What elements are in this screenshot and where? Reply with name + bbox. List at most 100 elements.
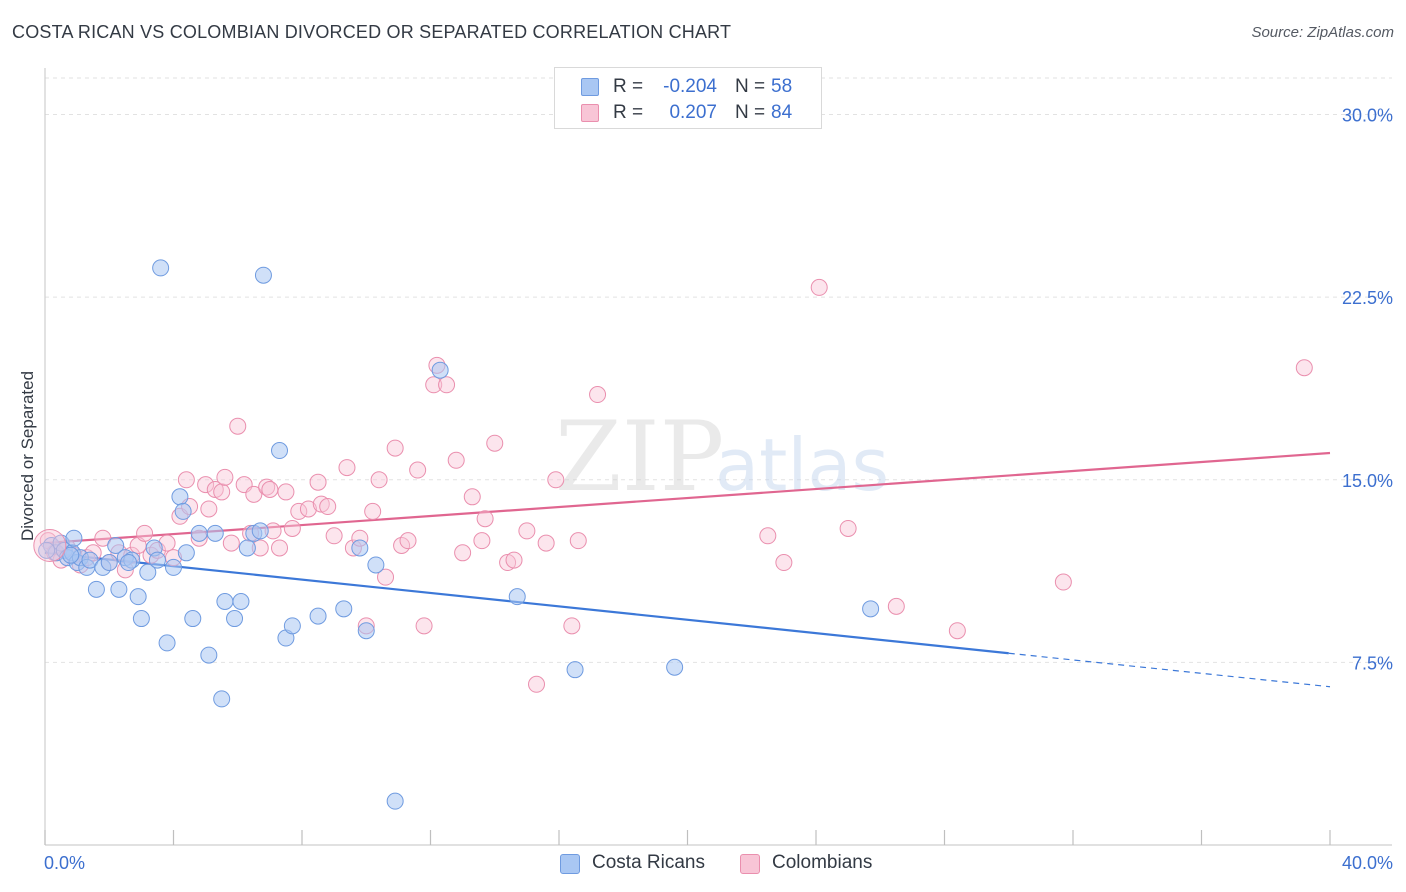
point-costa-ricans	[200, 646, 218, 664]
point-colombians	[518, 522, 536, 540]
legend-label-colombians: Colombians	[772, 852, 873, 873]
point-costa-ricans	[213, 690, 231, 708]
point-colombians	[499, 554, 517, 572]
point-colombians	[271, 539, 289, 557]
point-costa-ricans	[174, 502, 192, 520]
legend-row-colombians: R = 0.207 N = 84	[555, 99, 821, 127]
point-colombians	[206, 481, 224, 499]
point-costa-ricans	[666, 658, 684, 676]
point-colombians	[425, 376, 443, 394]
point-colombians	[1054, 573, 1072, 591]
legend-n-value: 58	[771, 76, 793, 97]
point-costa-ricans	[177, 544, 195, 562]
point-colombians	[277, 483, 295, 501]
legend-r-label: R =	[613, 102, 644, 123]
chart-title: COSTA RICAN VS COLOMBIAN DIVORCED OR SEP…	[12, 22, 732, 42]
point-colombians	[447, 451, 465, 469]
point-colombians	[399, 532, 417, 550]
point-colombians	[290, 502, 308, 520]
point-colombians	[299, 500, 317, 518]
point-colombians	[563, 617, 581, 635]
point-costa-ricans	[862, 600, 880, 618]
point-costa-ricans	[251, 522, 269, 540]
point-costa-ricans	[386, 792, 404, 810]
legend-n-label: N =	[735, 76, 766, 97]
point-colombians	[338, 459, 356, 477]
point-colombians	[454, 544, 472, 562]
point-costa-ricans	[158, 634, 176, 652]
legend-swatch-costa-ricans	[581, 78, 599, 96]
point-colombians	[409, 461, 427, 479]
point-costa-ricans	[139, 563, 157, 581]
point-costa-ricans	[271, 442, 289, 460]
point-colombians	[1295, 359, 1313, 377]
point-costa-ricans	[367, 556, 385, 574]
point-costa-ricans	[132, 610, 150, 628]
point-costa-ricans	[216, 593, 234, 611]
point-costa-ricans	[100, 554, 118, 572]
watermark-zip: ZIP	[555, 401, 724, 513]
point-costa-ricans	[238, 539, 256, 557]
point-costa-ricans	[254, 266, 272, 284]
point-colombians	[245, 485, 263, 503]
point-colombians	[216, 468, 234, 486]
legend-r-value: -0.204	[663, 76, 717, 97]
point-costa-ricans	[283, 617, 301, 635]
point-costa-ricans	[431, 361, 449, 379]
trend-line-costa-ricans-extension	[1008, 652, 1331, 688]
point-costa-ricans	[38, 541, 56, 559]
point-costa-ricans	[171, 488, 189, 506]
point-colombians	[325, 527, 343, 545]
axes	[44, 68, 1392, 846]
point-colombians	[364, 502, 382, 520]
point-costa-ricans	[351, 539, 369, 557]
point-colombians	[136, 524, 154, 542]
watermark: ZIP atlas	[555, 401, 889, 513]
point-colombians	[528, 675, 546, 693]
correlation-legend: R = -0.204 N = 58 R = 0.207 N = 84	[554, 67, 822, 129]
point-colombians	[948, 622, 966, 640]
y-tick-label: 15.0%	[1342, 471, 1393, 491]
tick-labels: 7.5% 15.0% 22.5% 30.0% 0.0% 40.0%	[44, 106, 1393, 873]
legend-n-label: N =	[735, 102, 766, 123]
point-colombians	[463, 488, 481, 506]
legend-row-costa-ricans: R = -0.204 N = 58	[555, 73, 821, 101]
point-colombians	[261, 481, 279, 499]
point-colombians	[94, 529, 112, 547]
point-colombians	[213, 483, 231, 501]
y-tick-label: 22.5%	[1342, 288, 1393, 308]
y-tick-label: 30.0%	[1342, 106, 1393, 126]
legend-r-label: R =	[613, 76, 644, 97]
point-costa-ricans	[129, 588, 147, 606]
legend-swatch-colombians	[581, 104, 599, 122]
point-costa-ricans	[120, 554, 138, 572]
point-costa-ricans	[81, 551, 99, 569]
point-colombians	[309, 473, 327, 491]
point-costa-ricans	[110, 580, 128, 598]
point-colombians	[386, 439, 404, 457]
point-costa-ricans	[165, 558, 182, 576]
point-costa-ricans	[226, 610, 244, 628]
point-colombians	[476, 510, 494, 528]
point-colombians	[312, 495, 330, 513]
legend-label-costa-ricans: Costa Ricans	[592, 852, 705, 873]
point-colombians	[547, 471, 565, 489]
point-costa-ricans	[152, 259, 170, 277]
point-colombians	[200, 500, 218, 518]
point-colombians	[810, 278, 828, 296]
point-costa-ricans	[148, 551, 166, 569]
point-costa-ricans	[190, 524, 208, 542]
point-colombians	[370, 471, 388, 489]
point-costa-ricans	[107, 537, 125, 555]
point-colombians	[887, 597, 905, 615]
source-label: Source: ZipAtlas.com	[1251, 24, 1394, 41]
point-costa-ricans	[184, 610, 202, 628]
point-colombians	[415, 617, 433, 635]
y-tick-label: 7.5%	[1352, 653, 1393, 673]
point-costa-ricans	[309, 607, 327, 625]
point-colombians	[589, 386, 607, 404]
point-costa-ricans	[335, 600, 353, 618]
point-colombians	[33, 529, 67, 563]
point-colombians	[197, 476, 215, 494]
point-costa-ricans	[206, 524, 224, 542]
